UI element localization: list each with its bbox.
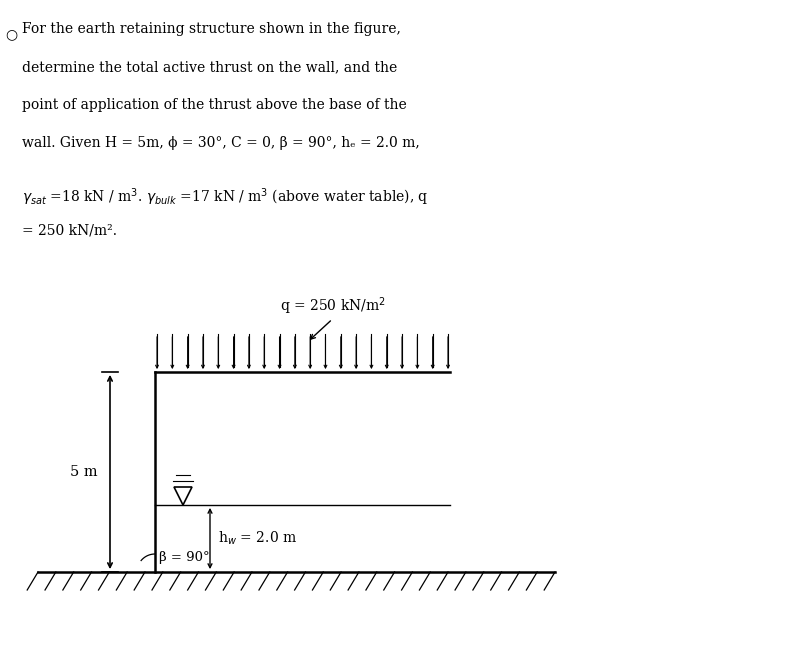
Text: determine the total active thrust on the wall, and the: determine the total active thrust on the… [22, 60, 398, 74]
Text: ○: ○ [5, 27, 17, 41]
Text: h$_{w}$ = 2.0 m: h$_{w}$ = 2.0 m [218, 529, 297, 547]
Text: For the earth retaining structure shown in the figure,: For the earth retaining structure shown … [22, 22, 401, 36]
Text: wall. Given H = 5m, ϕ = 30°, C = 0, β = 90°, hₑ = 2.0 m,: wall. Given H = 5m, ϕ = 30°, C = 0, β = … [22, 136, 420, 150]
Text: = 250 kN/m².: = 250 kN/m². [22, 224, 117, 238]
Text: β = 90°: β = 90° [159, 551, 210, 564]
Text: q = 250 kN/m$^{2}$: q = 250 kN/m$^{2}$ [280, 296, 386, 317]
Text: point of application of the thrust above the base of the: point of application of the thrust above… [22, 98, 407, 112]
Text: $\gamma_{sat}$ =18 kN / m$^{3}$. $\gamma_{bulk}$ =17 kN / m$^{3}$ (above water t: $\gamma_{sat}$ =18 kN / m$^{3}$. $\gamma… [22, 186, 428, 208]
Text: 5 m: 5 m [70, 465, 98, 479]
